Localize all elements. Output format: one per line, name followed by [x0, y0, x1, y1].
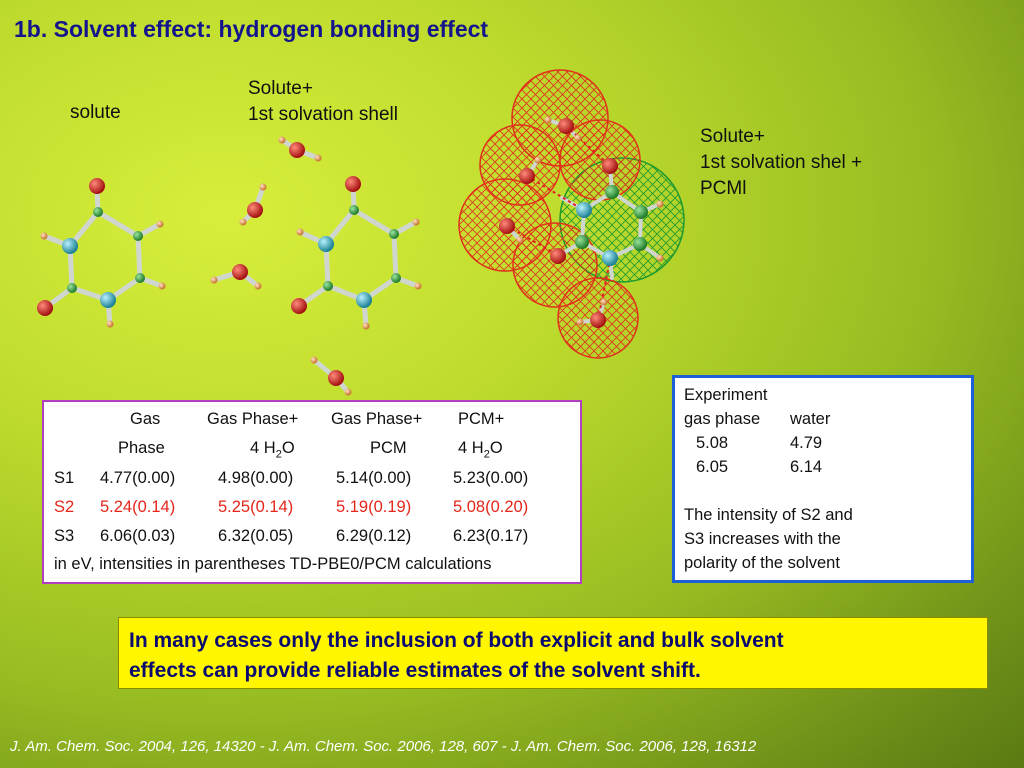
table-header-cell: Gas Phase+ — [207, 410, 299, 428]
table-header-cell: PCM+ — [458, 410, 505, 428]
label-solute: solute — [70, 102, 121, 123]
label-line: PCMl — [700, 178, 747, 199]
table-row: S1 4.77(0.00) 4.98(0.00) 5.14(0.00) 5.23… — [44, 469, 580, 497]
results-table: Gas Gas Phase+ Gas Phase+ PCM+ Phase 4 H… — [42, 400, 582, 584]
experiment-value: 4.79 — [790, 434, 823, 452]
table-row: S3 6.06(0.03) 6.32(0.05) 6.29(0.12) 6.23… — [44, 527, 580, 555]
conclusion-line: effects can provide reliable estimates o… — [129, 659, 701, 682]
table-row-highlighted: S2 5.24(0.14) 5.25(0.14) 5.19(0.19) 5.08… — [44, 498, 580, 526]
solute-atoms — [37, 178, 166, 328]
solvated-atoms — [210, 136, 422, 396]
table-cell: 5.19(0.19) — [336, 498, 412, 516]
table-footnote: in eV, intensities in parentheses TD-PBE… — [54, 555, 492, 573]
label-line: 1st solvation shel + — [700, 152, 863, 173]
molecular-structures-figure — [37, 69, 685, 396]
experiment-note: S3 increases with the — [684, 530, 841, 548]
conclusion-box: In many cases only the inclusion of both… — [118, 617, 988, 689]
table-header-cell: Gas — [130, 410, 161, 428]
table-cell: 5.24(0.14) — [100, 498, 176, 516]
experiment-heading: Experiment — [684, 386, 768, 404]
experiment-value: 6.14 — [790, 458, 823, 476]
table-cell: S1 — [54, 469, 75, 487]
experiment-value: 5.08 — [696, 434, 729, 452]
references: J. Am. Chem. Soc. 2004, 126, 14320 - J. … — [10, 738, 757, 755]
table-cell: 6.29(0.12) — [336, 527, 412, 545]
table-cell: 6.06(0.03) — [100, 527, 176, 545]
label-solvation-pcm: Solute+ 1st solvation shel + PCMl — [700, 124, 862, 202]
experiment-value: 6.05 — [696, 458, 729, 476]
table-cell: 6.23(0.17) — [453, 527, 529, 545]
slide-title: 1b. Solvent effect: hydrogen bonding eff… — [14, 16, 489, 42]
pcm-cavity-surface — [458, 69, 685, 359]
experiment-note: polarity of the solvent — [684, 554, 840, 572]
table-cell: 6.32(0.05) — [218, 527, 294, 545]
table-cell: 5.25(0.14) — [218, 498, 294, 516]
table-cell: S2 — [54, 498, 75, 516]
table-cell: 5.14(0.00) — [336, 469, 412, 487]
label-line: 1st solvation shell — [248, 104, 398, 125]
table-cell: 4.98(0.00) — [218, 469, 294, 487]
table-footnote-row: in eV, intensities in parentheses TD-PBE… — [44, 555, 580, 583]
table-header-row: Gas Gas Phase+ Gas Phase+ PCM+ — [44, 410, 580, 438]
label-solvation-shell: Solute+ 1st solvation shell — [248, 76, 398, 128]
experiment-box: Experiment gas phase water 5.08 4.79 6.0… — [672, 375, 974, 583]
table-cell: 5.23(0.00) — [453, 469, 529, 487]
table-header-cell: Gas Phase+ — [331, 410, 423, 428]
label-line: Solute+ — [248, 78, 313, 99]
table-cell: S3 — [54, 527, 75, 545]
table-header-cell: PCM — [370, 439, 407, 457]
table-header-cell: 4 H2O — [250, 439, 295, 461]
table-header-cell: Phase — [118, 439, 165, 457]
conclusion-line: In many cases only the inclusion of both… — [129, 629, 784, 652]
table-cell: 4.77(0.00) — [100, 469, 176, 487]
experiment-col-header: gas phase — [684, 410, 761, 428]
pcm-atoms — [499, 116, 664, 328]
table-header-row: Phase 4 H2O PCM 4 H2O — [44, 439, 580, 467]
table-cell: 5.08(0.20) — [453, 498, 529, 516]
table-header-cell: 4 H2O — [458, 439, 503, 461]
experiment-col-header: water — [790, 410, 831, 428]
experiment-note: The intensity of S2 and — [684, 506, 853, 524]
pcm-hbonds — [506, 125, 611, 321]
label-line: Solute+ — [700, 126, 765, 147]
